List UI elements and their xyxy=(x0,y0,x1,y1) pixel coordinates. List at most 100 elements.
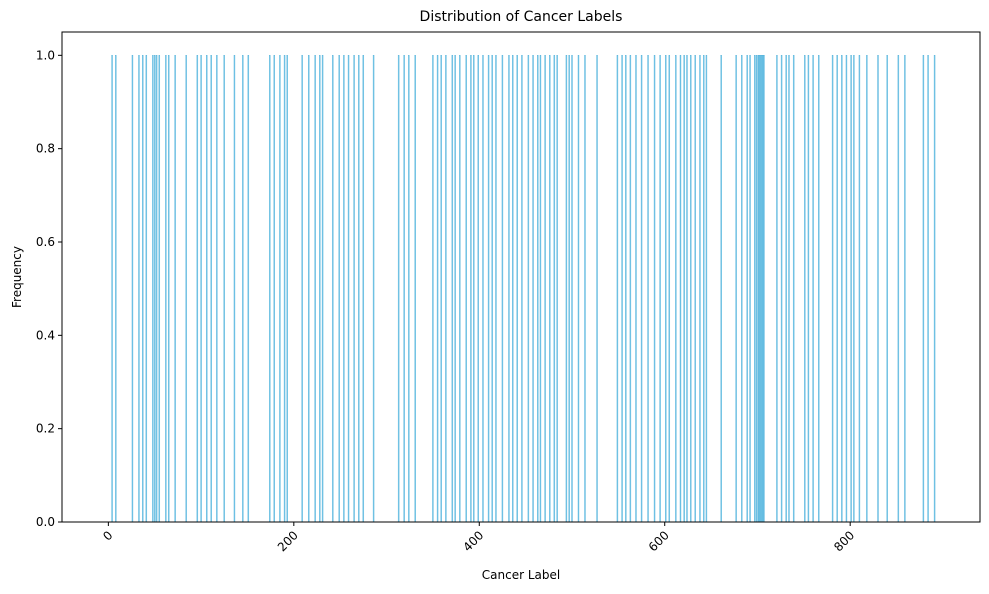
y-tick-label: 0.2 xyxy=(36,422,55,436)
bar xyxy=(679,55,682,523)
bar xyxy=(436,55,439,523)
bar xyxy=(792,55,795,523)
bar xyxy=(749,55,751,523)
bar xyxy=(746,55,748,523)
bar xyxy=(735,55,737,523)
bar xyxy=(927,55,929,523)
bar xyxy=(804,55,806,523)
bar xyxy=(403,55,405,523)
bar xyxy=(174,55,176,523)
bar xyxy=(167,55,170,523)
plot-frame xyxy=(61,31,981,523)
bar xyxy=(703,55,705,523)
bar xyxy=(473,55,475,523)
bar xyxy=(659,55,661,523)
bar xyxy=(459,55,461,523)
bar xyxy=(362,55,365,523)
bar xyxy=(665,55,667,523)
bar xyxy=(877,55,879,523)
bar xyxy=(544,55,546,523)
bar xyxy=(269,55,271,523)
bar xyxy=(933,55,936,523)
bar xyxy=(776,55,778,523)
bar xyxy=(845,55,848,523)
bar xyxy=(763,55,765,523)
bar xyxy=(683,55,685,523)
bar xyxy=(512,55,514,523)
bar xyxy=(553,55,556,523)
bar xyxy=(785,55,787,523)
y-tick-label: 1.0 xyxy=(36,48,55,62)
bar xyxy=(445,55,447,523)
bar xyxy=(332,55,334,523)
bar xyxy=(653,55,656,523)
bar xyxy=(841,55,843,523)
bar xyxy=(145,55,148,523)
bar xyxy=(621,55,623,523)
bar xyxy=(470,55,472,523)
bar xyxy=(279,55,281,523)
bar xyxy=(858,55,861,523)
bar xyxy=(596,55,598,523)
bar xyxy=(319,55,321,523)
bar xyxy=(686,55,688,523)
bar xyxy=(629,55,632,523)
bar xyxy=(705,55,708,523)
bar xyxy=(408,55,410,523)
bar xyxy=(720,55,722,523)
bar xyxy=(242,55,244,523)
bar xyxy=(482,55,484,523)
bar xyxy=(741,55,743,523)
bar xyxy=(477,55,480,523)
bar xyxy=(532,55,534,523)
bar xyxy=(904,55,906,523)
bar xyxy=(216,55,218,523)
bar xyxy=(210,55,212,523)
bar xyxy=(142,55,144,523)
bar xyxy=(616,55,619,523)
bar xyxy=(922,55,925,523)
bar xyxy=(584,55,586,523)
bar xyxy=(321,55,324,523)
bar xyxy=(343,55,345,523)
bar xyxy=(521,55,523,523)
bar xyxy=(185,55,187,523)
bar xyxy=(307,55,310,523)
bar xyxy=(539,55,542,523)
bar xyxy=(454,55,456,523)
plot-area xyxy=(62,32,980,522)
bar xyxy=(491,55,493,523)
bar xyxy=(812,55,814,523)
bar xyxy=(556,55,558,523)
bar xyxy=(668,55,671,523)
bar xyxy=(111,55,113,523)
bar xyxy=(516,55,518,523)
bar xyxy=(640,55,643,523)
bar xyxy=(233,55,236,523)
bar xyxy=(897,55,900,523)
bar xyxy=(247,55,250,523)
bar xyxy=(432,55,434,523)
bar xyxy=(131,55,134,523)
bar xyxy=(549,55,551,523)
bar xyxy=(301,55,303,523)
bar xyxy=(836,55,838,523)
bar xyxy=(347,55,350,523)
bar xyxy=(886,55,888,523)
bar xyxy=(754,55,756,523)
bar xyxy=(788,55,790,523)
y-axis-label: Frequency xyxy=(10,246,24,308)
bar xyxy=(465,55,467,523)
bar xyxy=(807,55,810,523)
y-tick-label: 0.6 xyxy=(36,235,55,249)
bar xyxy=(699,55,701,523)
bar xyxy=(818,55,820,523)
x-axis-label: Cancer Label xyxy=(482,568,560,582)
bar xyxy=(675,55,677,523)
bar xyxy=(154,55,156,523)
bar xyxy=(866,55,868,523)
bar xyxy=(138,55,140,523)
bar xyxy=(205,55,208,523)
chart-title: Distribution of Cancer Labels xyxy=(420,9,623,25)
